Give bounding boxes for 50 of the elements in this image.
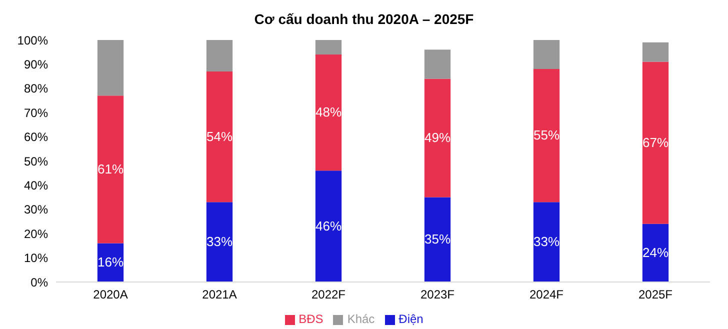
- bar: [206, 202, 233, 282]
- data-label: 49%: [424, 130, 451, 146]
- legend-label: Điện: [398, 312, 424, 326]
- data-label: 61%: [97, 161, 124, 176]
- bar: [424, 50, 451, 79]
- data-label: 55%: [533, 128, 560, 143]
- data-label: 16%: [97, 254, 124, 270]
- legend-label: BĐS: [298, 312, 324, 326]
- bar: [315, 170, 342, 282]
- y-tick-label: 90%: [24, 57, 48, 72]
- data-label: 48%: [315, 104, 342, 120]
- data-label: 67%: [642, 134, 669, 150]
- bar: [206, 40, 233, 72]
- bar: [315, 40, 342, 55]
- data-label: 54%: [206, 128, 233, 144]
- bar: [424, 78, 451, 198]
- bar: [533, 69, 560, 202]
- data-label: 33%: [206, 234, 233, 250]
- legend-label: Khác: [347, 312, 375, 326]
- bar: [206, 71, 233, 202]
- bar: [315, 54, 342, 171]
- chart-title: Cơ cấu doanh thu 2020A – 2025F: [253, 10, 475, 29]
- x-tick-label: 2025F: [638, 288, 673, 302]
- y-tick-label: 80%: [24, 82, 48, 96]
- bar: [97, 40, 124, 96]
- y-tick-label: 40%: [24, 178, 48, 192]
- data-label: 46%: [315, 218, 342, 234]
- y-tick-label: 100%: [17, 33, 48, 48]
- data-label: 35%: [424, 232, 451, 247]
- y-tick-label: 50%: [24, 154, 48, 168]
- data-label: 33%: [533, 234, 560, 250]
- bar: [424, 197, 451, 282]
- x-tick-label: 2022F: [311, 288, 346, 302]
- bar: [642, 62, 669, 224]
- x-tick-label: 2020A: [93, 288, 128, 302]
- y-tick-label: 60%: [24, 130, 48, 144]
- x-tick-label: 2021A: [202, 288, 237, 302]
- bar: [642, 42, 669, 62]
- data-label: 24%: [642, 244, 669, 260]
- y-tick-label: 20%: [24, 226, 48, 241]
- bar: [642, 224, 669, 282]
- y-tick-label: 30%: [24, 202, 48, 217]
- y-tick-label: 10%: [24, 251, 48, 266]
- x-tick-label: 2023F: [420, 288, 455, 302]
- bar: [533, 202, 560, 282]
- y-tick-label: 0%: [30, 275, 48, 290]
- y-tick-label: 70%: [24, 106, 48, 120]
- x-tick-label: 2024F: [529, 288, 564, 302]
- bar: [533, 40, 560, 70]
- bar: [97, 96, 124, 244]
